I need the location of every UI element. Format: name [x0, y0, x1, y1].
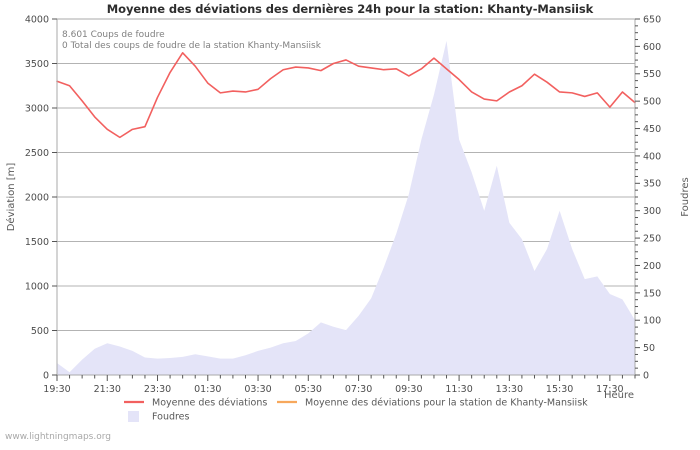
svg-text:0: 0: [643, 370, 649, 381]
deviation-line-series: [56, 52, 636, 139]
y-axis-right: 0 50 100 150 200 250 300 350 400 450 500 550 600 650: [635, 14, 661, 381]
legend-label: Moyenne des déviations: [152, 397, 267, 408]
svg-text:2000: 2000: [25, 192, 49, 203]
svg-text:17:30: 17:30: [596, 384, 623, 395]
svg-text:2500: 2500: [25, 148, 49, 159]
svg-text:550: 550: [643, 69, 661, 80]
svg-text:3000: 3000: [25, 103, 49, 114]
legend: Moyenne des déviations Moyenne des déviat…: [124, 397, 588, 422]
y-axis-left: 0 500 1000 1500 2000 2500 3000 3500 4000: [25, 14, 57, 381]
svg-text:100: 100: [643, 316, 661, 327]
svg-text:1000: 1000: [25, 281, 49, 292]
svg-text:03:30: 03:30: [244, 384, 271, 395]
svg-text:500: 500: [643, 97, 661, 108]
svg-text:650: 650: [643, 14, 661, 25]
svg-text:23:30: 23:30: [144, 384, 171, 395]
svg-text:3500: 3500: [25, 59, 49, 70]
svg-text:350: 350: [643, 179, 661, 190]
legend-swatch: [128, 411, 139, 422]
svg-text:250: 250: [643, 233, 661, 244]
svg-text:4000: 4000: [25, 14, 49, 25]
svg-text:150: 150: [643, 288, 661, 299]
y-axis-right-title: Foudres: [680, 177, 691, 216]
legend-label: Foudres: [152, 411, 190, 422]
svg-text:21:30: 21:30: [94, 384, 121, 395]
svg-text:450: 450: [643, 124, 661, 135]
svg-text:13:30: 13:30: [496, 384, 523, 395]
svg-text:09:30: 09:30: [395, 384, 422, 395]
svg-text:01:30: 01:30: [194, 384, 221, 395]
page-title: Moyenne des déviations des dernières 24h…: [106, 2, 594, 16]
svg-text:300: 300: [643, 206, 661, 217]
svg-text:600: 600: [643, 42, 661, 53]
svg-text:1500: 1500: [25, 237, 49, 248]
svg-text:200: 200: [643, 261, 661, 272]
y-axis-left-title: Déviation [m]: [5, 163, 17, 232]
svg-text:19:30: 19:30: [43, 384, 70, 395]
lightning-area-series: [57, 40, 635, 375]
x-axis-title: Heure: [604, 390, 634, 401]
legend-label: Moyenne des déviations pour la station d…: [305, 397, 588, 408]
svg-text:11:30: 11:30: [445, 384, 472, 395]
svg-text:400: 400: [643, 151, 661, 162]
annotation-station-total: 0 Total des coups de foudre de la statio…: [62, 41, 322, 51]
watermark: www.lightningmaps.org: [5, 432, 111, 442]
svg-text:500: 500: [31, 326, 49, 337]
svg-text:0: 0: [43, 370, 49, 381]
x-axis: 19:30 21:30 23:30 01:30 03:30 05:30 07:30 09:30…: [43, 375, 636, 395]
svg-text:15:30: 15:30: [546, 384, 573, 395]
svg-text:07:30: 07:30: [345, 384, 372, 395]
annotation-strokes-total: 8.601 Coups de foudre: [62, 30, 165, 40]
svg-text:05:30: 05:30: [295, 384, 322, 395]
svg-text:50: 50: [643, 343, 655, 354]
